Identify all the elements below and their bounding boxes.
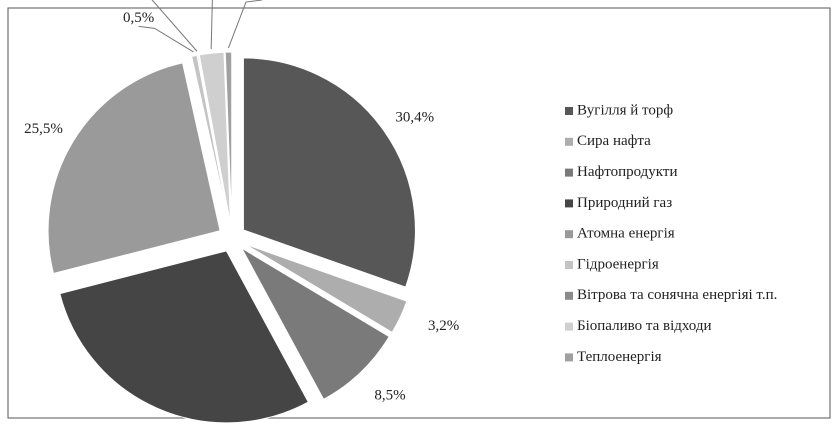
legend-swatch (565, 322, 573, 331)
data-label: 0,5% (123, 10, 154, 26)
leader-line (227, 0, 263, 49)
legend-swatch (565, 230, 573, 239)
legend-swatch (565, 137, 573, 146)
data-label: 3,2% (428, 318, 459, 334)
legend-label: Гідроенергія (577, 256, 659, 272)
leader-line (210, 0, 213, 50)
leader-line (138, 25, 194, 53)
legend-label: Біопаливо та відходи (577, 318, 712, 334)
pie-slice (242, 57, 416, 288)
pie-slice (47, 62, 221, 275)
legend-swatch (565, 353, 573, 362)
pie-slice (59, 250, 309, 424)
leader-line (151, 0, 198, 52)
pie-slice (198, 51, 231, 225)
legend-label: Вугілля й торф (577, 102, 673, 118)
legend-swatch (565, 291, 573, 300)
data-label: 25,5% (24, 121, 63, 137)
data-label: 8,5% (374, 388, 405, 404)
pie-slice (240, 246, 390, 401)
pie-slice (244, 243, 408, 334)
pie-slice (224, 51, 233, 225)
legend-label: Природний газ (577, 195, 672, 211)
pie-slice (196, 54, 230, 225)
legend-label: Вітрова та сонячна енергіяі т.п. (577, 287, 777, 303)
legend-label: Нафтопродукти (577, 164, 677, 180)
legend-swatch (565, 261, 573, 269)
data-label: 30,4% (395, 109, 434, 125)
legend-swatch (565, 107, 573, 115)
legend-label: Атомна енергія (577, 226, 675, 242)
legend-swatch (565, 199, 573, 208)
legend-label: Сира нафта (577, 133, 651, 149)
legend-label: Теплоенергія (577, 349, 662, 365)
legend-swatch (565, 168, 573, 177)
